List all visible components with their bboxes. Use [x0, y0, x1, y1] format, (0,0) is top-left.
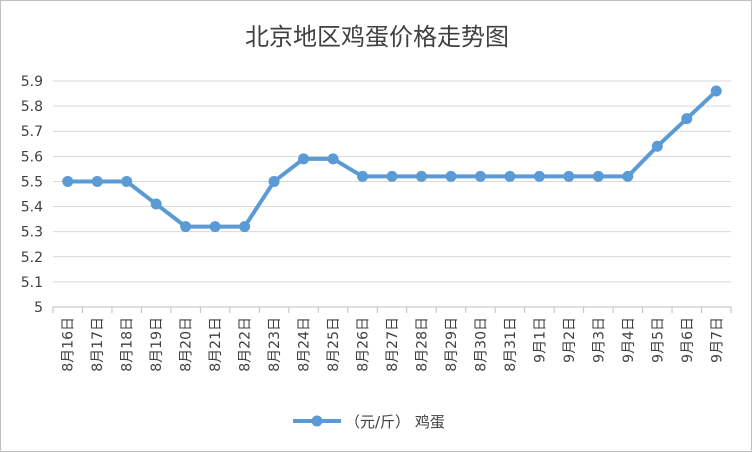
- x-tick-label: 8月31日: [503, 317, 519, 372]
- data-point: [681, 113, 693, 125]
- data-point: [91, 175, 103, 187]
- legend-marker: [311, 415, 323, 427]
- x-tick-label: 8月23日: [267, 317, 283, 372]
- x-tick-label: 9月2日: [562, 317, 578, 363]
- chart-title: 北京地区鸡蛋价格走势图: [245, 23, 509, 51]
- x-tick-label: 8月20日: [179, 317, 195, 372]
- x-tick-label: 9月3日: [591, 317, 607, 363]
- y-tick-label: 5.7: [21, 124, 43, 140]
- x-tick-label: 8月27日: [385, 317, 401, 372]
- data-point: [710, 85, 722, 97]
- legend-label: （元/斤） 鸡蛋: [345, 413, 445, 431]
- data-point: [445, 170, 457, 182]
- data-point: [592, 170, 604, 182]
- x-tick-label: 8月24日: [297, 317, 313, 372]
- data-point: [180, 221, 192, 233]
- data-point: [268, 175, 280, 187]
- data-point: [327, 153, 339, 165]
- data-point: [622, 170, 634, 182]
- data-point: [533, 170, 545, 182]
- y-tick-label: 5.2: [21, 250, 43, 266]
- y-tick-label: 5.5: [21, 174, 43, 190]
- x-tick-label: 8月16日: [61, 317, 77, 372]
- data-point: [62, 175, 74, 187]
- y-tick-label: 5.3: [21, 225, 43, 241]
- data-point: [209, 221, 221, 233]
- y-tick-label: 5.9: [21, 74, 43, 90]
- data-point: [474, 170, 486, 182]
- x-tick-label: 8月21日: [208, 317, 224, 372]
- data-point: [150, 198, 162, 210]
- x-tick-label: 8月17日: [90, 317, 106, 372]
- data-point: [415, 170, 427, 182]
- data-point: [386, 170, 398, 182]
- y-tick-label: 5.8: [21, 99, 43, 115]
- x-tick-label: 9月1日: [532, 317, 548, 363]
- x-tick-label: 8月25日: [326, 317, 342, 372]
- data-point: [121, 175, 133, 187]
- x-tick-label: 8月28日: [414, 317, 430, 372]
- series-layer: [62, 85, 722, 233]
- x-tick-label: 8月19日: [149, 317, 165, 372]
- data-point: [298, 153, 310, 165]
- x-tick-labels: 8月16日 8月17日 8月18日 8月19日 8月20日 8月21日 8月22日 8月23日…: [61, 317, 726, 372]
- x-tick-label: 8月18日: [120, 317, 136, 372]
- data-point: [504, 170, 516, 182]
- x-tick-label: 8月26日: [356, 317, 372, 372]
- y-tick-label: 5.6: [21, 149, 43, 165]
- grid-layer: [52, 80, 732, 313]
- data-point: [357, 170, 369, 182]
- y-tick-label: 5.1: [21, 275, 43, 291]
- x-tick-label: 9月4日: [621, 317, 637, 363]
- data-point: [651, 140, 663, 152]
- y-tick-label: 5: [34, 300, 43, 316]
- x-tick-label: 8月22日: [238, 317, 254, 372]
- y-tick-label: 5.4: [21, 200, 43, 216]
- x-tick-label: 9月7日: [709, 317, 725, 363]
- y-tick-labels: 5 5.1 5.2 5.3 5.4 5.5 5.6 5.7 5.8 5.9: [21, 74, 43, 316]
- data-point: [239, 221, 251, 233]
- x-tick-label: 9月6日: [680, 317, 696, 363]
- data-point: [563, 170, 575, 182]
- legend: （元/斤） 鸡蛋: [293, 413, 445, 431]
- x-tick-label: 8月29日: [444, 317, 460, 372]
- x-tick-label: 8月30日: [473, 317, 489, 372]
- x-tick-label: 9月5日: [650, 317, 666, 363]
